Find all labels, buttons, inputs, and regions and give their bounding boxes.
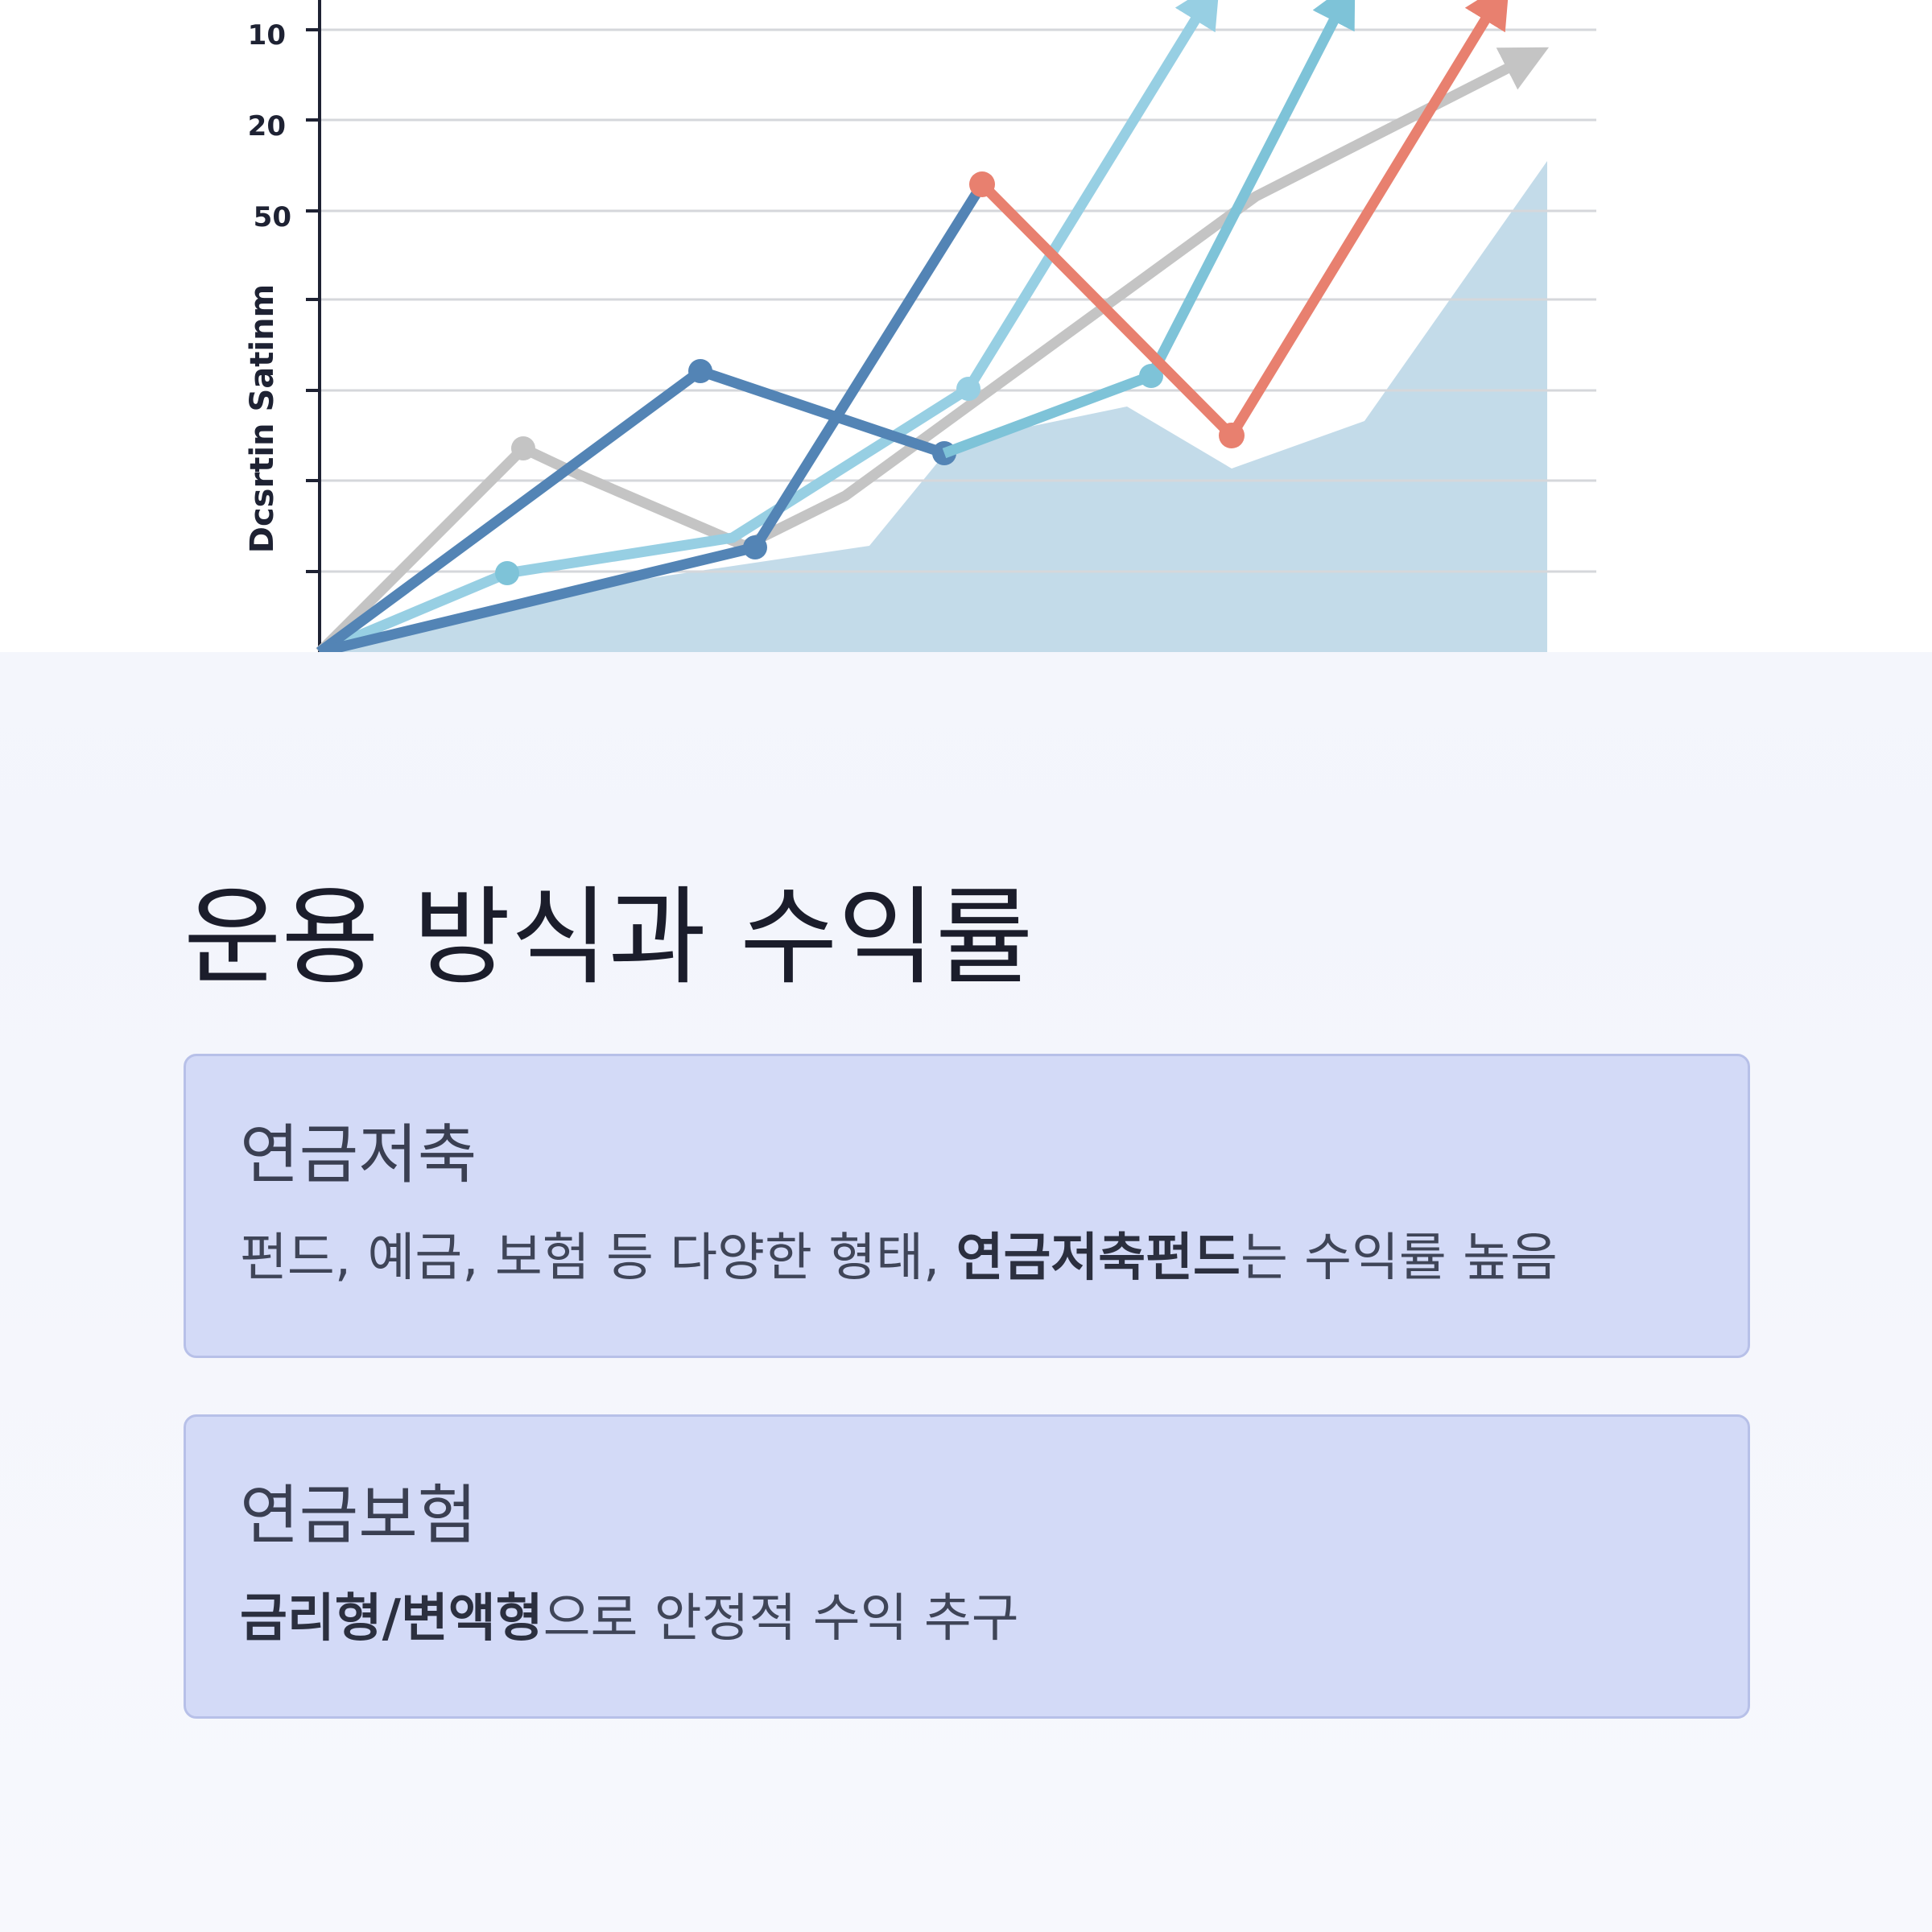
y-tick-label: 10 bbox=[248, 19, 286, 52]
gridlines bbox=[319, 28, 1596, 573]
card-title: 연금저축 bbox=[240, 1117, 477, 1192]
card-title: 연금보험 bbox=[240, 1478, 477, 1553]
y-axis-title: Dcsrtin Satinm bbox=[244, 284, 281, 553]
card-desc-highlight: 연금저축펀드 bbox=[956, 1228, 1241, 1288]
series-lightblue-point bbox=[495, 561, 519, 585]
line-chart: 10 20 50 Dcsrtin Satinm bbox=[244, 0, 1596, 652]
card-description: 금리형/변액형으로 안정적 수익 추구 bbox=[240, 1588, 1019, 1649]
card-pension-savings: 연금저축 펀드, 예금, 보험 등 다양한 형태, 연금저축펀드는 수익률 높음 bbox=[184, 1054, 1750, 1358]
card-description: 펀드, 예금, 보험 등 다양한 형태, 연금저축펀드는 수익률 높음 bbox=[240, 1228, 1558, 1289]
series-darkblue-point bbox=[743, 535, 767, 559]
card-desc-text: 으로 안정적 수익 추구 bbox=[543, 1589, 1019, 1649]
card-desc-text: 는 수익률 높음 bbox=[1240, 1228, 1558, 1288]
series-red-point bbox=[969, 171, 995, 197]
chart-hero-image: 10 20 50 Dcsrtin Satinm bbox=[0, 0, 1932, 652]
series-teal-point bbox=[1139, 364, 1163, 388]
series-darkblue-point bbox=[688, 359, 712, 383]
series-grey-point bbox=[511, 436, 535, 460]
series-red-point bbox=[1219, 423, 1245, 448]
section-title: 운용 방식과 수익률 bbox=[184, 876, 1034, 1000]
series-lightblue-line bbox=[317, 0, 1220, 652]
background-area bbox=[322, 161, 1547, 652]
y-axis bbox=[306, 0, 321, 652]
card-desc-text: 펀드, 예금, 보험 등 다양한 형태, bbox=[240, 1228, 956, 1288]
card-desc-highlight: 금리형/변액형 bbox=[240, 1589, 543, 1649]
y-tick-label: 50 bbox=[254, 201, 291, 233]
series-lightblue-point bbox=[956, 377, 980, 401]
y-tick-label: 20 bbox=[248, 110, 286, 142]
card-pension-insurance: 연금보험 금리형/변액형으로 안정적 수익 추구 bbox=[184, 1414, 1750, 1719]
